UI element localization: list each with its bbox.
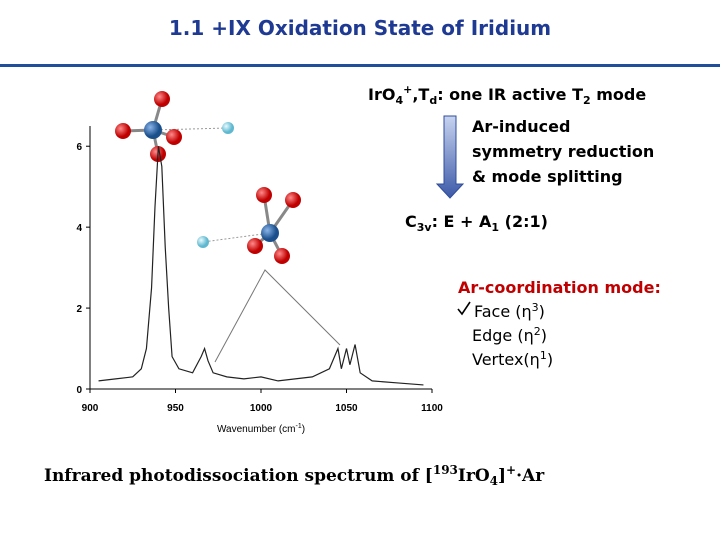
molecule-1 (115, 91, 234, 162)
title-rule (0, 64, 720, 67)
x-tick-label: 1100 (421, 403, 443, 414)
coordination-heading: Ar-coordination mode: (458, 278, 661, 297)
arrow-text: & mode splitting (472, 167, 623, 186)
slide-title: 1.1 +IX Oxidation State of Iridium (169, 16, 551, 40)
coordination-face: Face (η3) (474, 301, 545, 321)
coordination-vertex: Vertex(η1) (472, 349, 553, 369)
coordination-edge: Edge (η2) (472, 325, 547, 345)
y-tick-label: 4 (76, 223, 82, 234)
arrow (435, 115, 465, 199)
x-axis-label: Wavenumber (cm-1) (217, 423, 305, 435)
y-tick-label: 0 (76, 385, 82, 396)
spectrum-line (98, 146, 424, 386)
arrow-text: symmetry reduction (472, 142, 654, 161)
c3v-line: C3v: E + A1 (2:1) (405, 212, 548, 234)
x-tick-label: 950 (167, 403, 184, 414)
x-tick-label: 900 (82, 403, 99, 414)
spectrum-chart: 900 950 1000 1050 1100 0 2 4 6 (76, 126, 443, 414)
assignment-lines (214, 269, 341, 363)
caption: Infrared photodissociation spectrum of [… (44, 463, 545, 488)
x-tick-label: 1050 (335, 403, 358, 414)
x-tick-label: 1000 (250, 403, 273, 414)
molecule-2 (197, 187, 301, 264)
y-tick-label: 2 (76, 304, 82, 315)
y-tick-label: 6 (76, 142, 82, 153)
check-icon (457, 301, 471, 316)
arrow-text: Ar-induced (472, 117, 570, 136)
td-line: IrO4+,Td: one IR active T2 mode (368, 83, 646, 107)
